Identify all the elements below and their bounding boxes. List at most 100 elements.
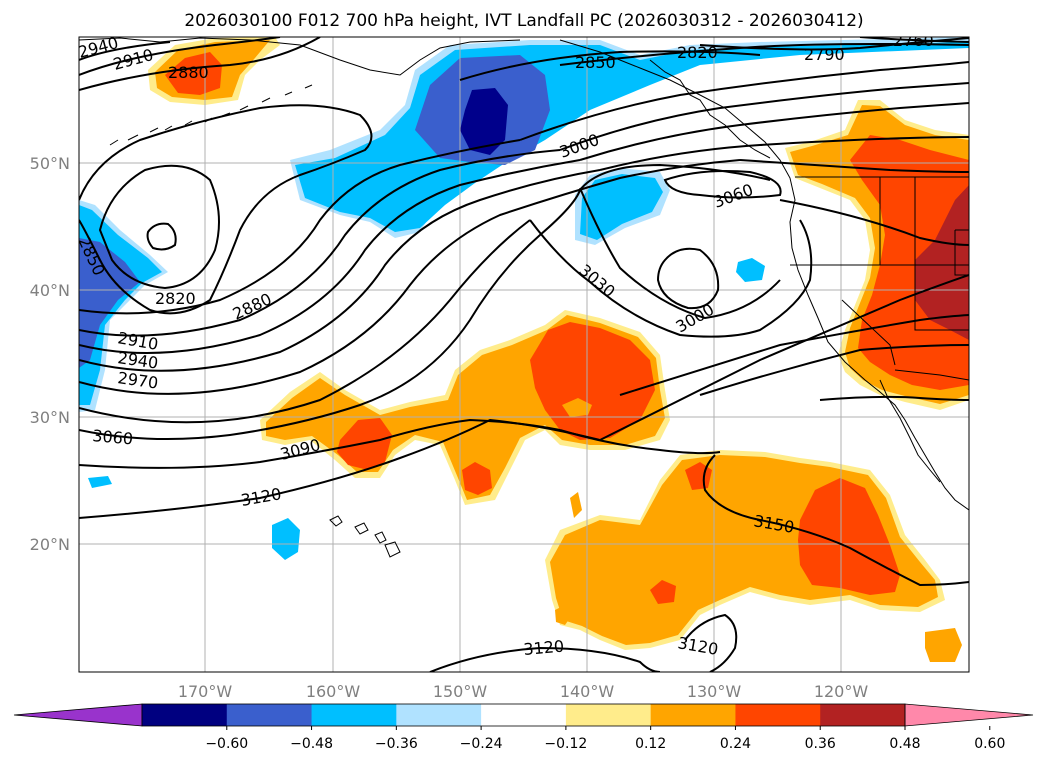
coastlines [79,37,969,558]
contour-3000-ridge [579,187,781,320]
contour-label: 3120 [523,637,565,659]
contour-2970-left [79,169,601,372]
contour-label: 2820 [677,43,718,62]
lat-label: 40°N [30,281,70,300]
colorbar-tick-label: −0.60 [205,736,248,752]
fill-pos-central-hole [562,398,592,417]
colorbar-segment [820,704,906,726]
figure-title: 2026030100 F012 700 hPa height, IVT Land… [184,11,863,31]
colorbar-tick-label: 0.36 [805,736,836,752]
colorbar-segment [650,704,736,726]
contour-3120-bottom-2 [684,613,738,672]
fill-neg-left-blue [79,238,140,368]
colorbar-segment [565,704,652,726]
contour-low-ring-inner [98,164,220,290]
contour-2850-top [459,50,761,81]
colorbar-frame [141,703,906,727]
contour-3000-left [79,159,741,395]
contour-north-6 [779,199,969,246]
contour-2910-top [79,37,281,76]
fill-pos-coast-darkred [915,185,969,340]
colorbar-segment [142,704,228,726]
map-frame [78,36,970,673]
fill-pos-central-red-3 [462,462,492,495]
lon-label: 140°W [560,682,615,701]
border-states-4 [841,299,896,366]
fill-neg-small-3 [88,476,112,488]
fill-pos-central-red-1 [530,322,655,440]
fill-neg-navy-north [460,88,508,155]
colorbar-tick-label: −0.48 [290,736,333,752]
contour-label: 2880 [168,63,209,82]
contour-3060-left [79,163,771,440]
lon-label: 160°W [306,682,361,701]
contour-label: 2850 [575,53,616,72]
longitude-labels: 170°W 160°W 150°W 140°W 130°W 120°W [178,682,869,701]
contour-2760-top [859,37,969,43]
fill-pos-top-left-red [165,52,222,95]
contour-east-2 [619,314,969,396]
contour-north-4 [599,136,969,171]
contour-label: 2760 [893,31,934,50]
contour-low-center [146,222,177,251]
map-panel: 2940 2910 2880 2850 2820 2790 2760 3000 … [79,31,969,672]
fill-pos-south-red-2 [650,580,676,604]
fill-neg-small-1 [736,258,765,282]
lon-label: 120°W [814,682,869,701]
colorbar-tick-label: 0.48 [889,736,920,752]
border-us-mexico [894,369,969,381]
colorbar-segment [311,704,397,726]
colorbar-tick-label: −0.36 [375,736,418,752]
contour-label: 2790 [804,45,845,64]
contour-north-3 [579,102,969,161]
contour-north-2 [559,82,969,151]
colorbar-segments [13,703,1034,727]
height-contours [79,37,969,672]
colorbar-segment [396,704,482,726]
colorbar-tick-label: −0.24 [460,736,503,752]
colorbar-segment [481,704,567,726]
contour-2880-top [79,37,321,91]
colorbar-tick-label: 0.60 [974,736,1005,752]
contour-low-ring-outer [79,104,373,315]
contour-3120 [79,418,601,519]
contour-east-3 [699,344,969,396]
contour-3000-ring [656,247,720,310]
contour-3030-left [79,219,531,424]
colorbar-tick-label: 0.12 [635,736,666,752]
lon-label: 150°W [433,682,488,701]
lat-label: 20°N [30,535,70,554]
contour-3120-bottom-1 [429,646,661,672]
contour-3060-ring [663,170,782,199]
lat-label: 30°N [30,408,70,427]
colorbar-segment [735,704,821,726]
fill-pos-south-small-2 [925,628,962,662]
graticule [79,37,969,672]
colorbar-extend-max [904,703,1034,727]
contour-2880-left [79,139,521,315]
coast-baja [879,379,941,483]
lon-label: 170°W [178,682,233,701]
contour-3090-east [559,429,721,455]
contour-label: 3060 [92,426,134,448]
fill-pos-south-red [798,478,900,595]
lon-label: 130°W [687,682,742,701]
colorbar-ticks: −0.60 −0.48 −0.36 −0.24 −0.12 0.12 0.24 0.36 0.4… [205,726,1005,752]
colorbar-extend-min [13,703,143,727]
contour-2940-left [79,159,581,354]
border-states-3 [914,177,969,331]
fill-pos-south-small-1 [555,605,572,625]
coast-north-america [559,39,969,511]
contour-east-4 [819,395,969,401]
contour-3030-ridge [529,219,813,338]
contour-2940-top [79,41,171,61]
contour-2910-left [79,149,561,337]
fill-neg-small-2 [272,518,300,560]
colorbar-segment [226,704,313,726]
latitude-labels: 50°N 40°N 30°N 20°N [30,154,70,554]
contour-north-1 [519,61,969,141]
colorbar-tick-label: 0.24 [720,736,751,752]
colorbar: −0.60 −0.48 −0.36 −0.24 −0.12 0.12 0.24 0.36 0.4… [13,703,1034,752]
colorbar-tick-label: −0.12 [544,736,587,752]
